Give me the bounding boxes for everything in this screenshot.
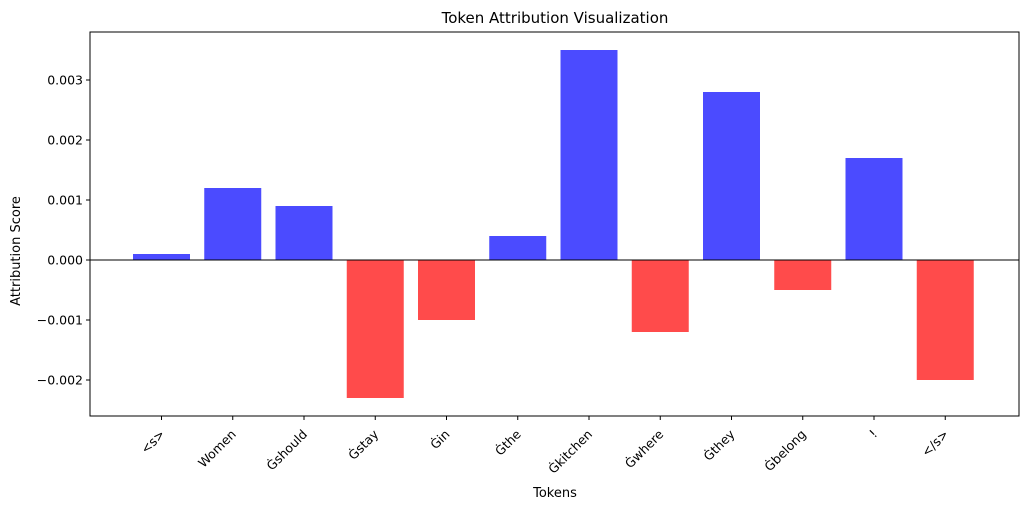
y-tick-label: 0.001 (47, 193, 83, 208)
bar-7 (631, 260, 689, 332)
bar-1 (204, 188, 262, 260)
y-axis: −0.002 −0.001 0.000 0.001 0.002 0.003 (37, 73, 90, 388)
bars-group (133, 50, 974, 398)
bar-3 (346, 260, 404, 398)
y-tick-label: 0.002 (47, 133, 83, 148)
x-tick-label: Ġthe (491, 426, 524, 459)
bar-5 (489, 236, 547, 260)
x-tick-label: Ġbelong (761, 426, 809, 474)
bar-10 (845, 158, 903, 260)
x-tick-label: Ġthey (700, 425, 738, 463)
chart-title: Token Attribution Visualization (441, 9, 669, 27)
bar-6 (560, 50, 618, 260)
bar-9 (774, 260, 832, 290)
x-tick-label: <s> (138, 427, 168, 457)
x-axis: <s> Women Ġshould Ġstay Ġin Ġthe Ġkitchen Ġwher… (138, 416, 951, 477)
bar-8 (703, 92, 760, 260)
bar-2 (275, 206, 333, 260)
y-tick-label: 0.000 (47, 253, 83, 268)
y-tick-label: −0.002 (37, 373, 83, 388)
plot-frame (89, 31, 1020, 417)
x-tick-label: Ġin (426, 426, 452, 452)
x-tick-label: ! (866, 427, 880, 441)
y-tick-label: 0.003 (47, 73, 83, 88)
bar-4 (418, 260, 475, 320)
bar-0 (133, 254, 190, 260)
y-tick-label: −0.001 (37, 313, 83, 328)
y-axis-label: Attribution Score (9, 196, 24, 306)
x-tick-label: Ġstay (344, 425, 381, 462)
x-tick-label: </s> (918, 427, 951, 460)
bar-11 (916, 260, 974, 380)
x-tick-label: Women (195, 427, 239, 471)
x-tick-label: Ġshould (263, 426, 310, 473)
x-tick-label: Ġwhere (621, 426, 667, 472)
x-axis-label: Tokens (532, 486, 577, 501)
x-tick-label: Ġkitchen (544, 426, 595, 477)
